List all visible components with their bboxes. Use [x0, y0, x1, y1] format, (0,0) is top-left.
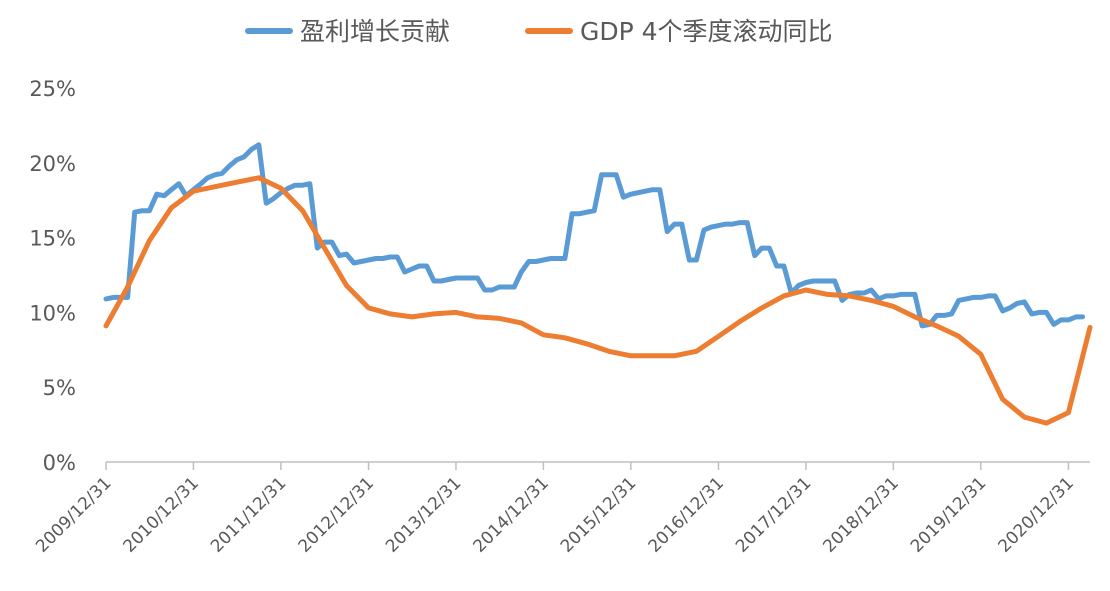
y-tick-label: 0% — [43, 451, 76, 475]
x-tick-label: 2017/12/31 — [732, 473, 815, 556]
y-tick-label: 15% — [29, 227, 76, 251]
x-tick-label: 2010/12/31 — [120, 473, 203, 556]
series-line-gdp-rolling-yoy — [103, 175, 1093, 426]
y-tick-label: 25% — [29, 77, 76, 101]
x-tick-label: 2015/12/31 — [557, 473, 640, 556]
x-tick-label: 2019/12/31 — [907, 473, 990, 556]
x-axis-tick-labels: 2009/12/31 2010/12/31 2011/12/31 2012/12/31… — [32, 473, 1078, 556]
y-axis-tick-labels: 0% 5% 10% 15% 20% 25% — [29, 77, 76, 475]
x-tick-label: 2009/12/31 — [32, 473, 115, 556]
y-tick-label: 5% — [43, 376, 76, 400]
series-lines — [103, 142, 1093, 426]
x-tick-label: 2020/12/31 — [995, 473, 1078, 556]
x-tick-label: 2012/12/31 — [295, 473, 378, 556]
x-tick-label: 2014/12/31 — [469, 473, 552, 556]
legend-label-gdp-rolling-yoy: GDP 4个季度滚动同比 — [580, 17, 833, 46]
x-tick-label: 2011/12/31 — [207, 473, 290, 556]
legend: 盈利增长贡献 GDP 4个季度滚动同比 — [245, 17, 833, 46]
x-tick-label: 2016/12/31 — [645, 473, 728, 556]
y-tick-label: 20% — [29, 152, 76, 176]
x-tick-label: 2013/12/31 — [382, 473, 465, 556]
x-axis — [105, 461, 1090, 470]
legend-label-earnings-contribution: 盈利增长贡献 — [300, 17, 450, 46]
x-tick-label: 2018/12/31 — [819, 473, 902, 556]
series-line-earnings-contribution — [103, 142, 1086, 329]
y-tick-label: 10% — [29, 301, 76, 325]
